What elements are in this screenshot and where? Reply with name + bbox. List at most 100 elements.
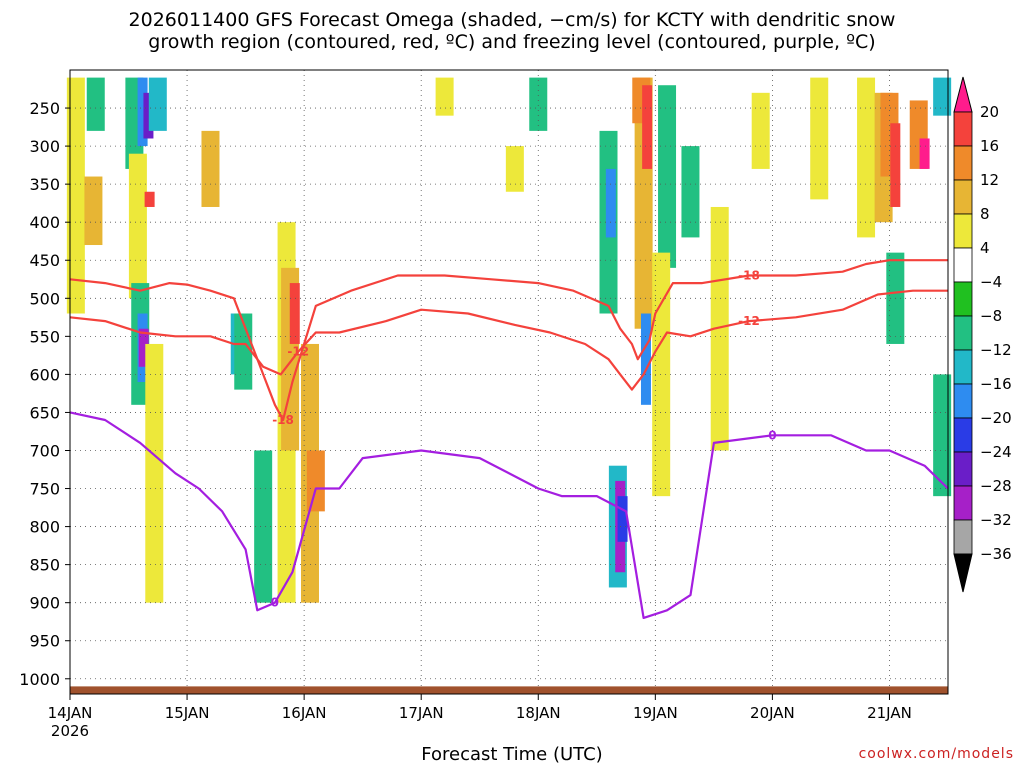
pressure-tick-label: 350 [29,175,60,194]
x-axis-title: Forecast Time (UTC) [421,744,603,765]
omega-region [143,92,154,139]
grid-lines [70,70,948,694]
pressure-tick-label: 700 [29,441,60,460]
omega-region [145,343,164,603]
colorbar-segment [953,315,973,351]
year-label: 2026 [51,722,89,740]
omega-colorbar: 20 16 12 8 4 −4 −8 −12 −16 −20 −24 −28 −32 −36 [953,76,1012,593]
omega-region [810,77,829,200]
omega-region [857,77,876,238]
colorbar-label: −28 [980,477,1012,495]
plot-frame [69,69,949,695]
omega-region [148,77,167,131]
omega-region [84,176,103,246]
contour-label: -12 [738,314,760,328]
time-tick-label: 20JAN [750,704,795,722]
pressure-tick-label: 950 [29,632,60,651]
chart-title: 2026011400 GFS Forecast Omega (shaded, −… [128,9,896,31]
colorbar-max-arrow [953,76,973,113]
time-tick-label: 19JAN [633,704,678,722]
omega-region [254,450,273,603]
pressure-tick-label: 400 [29,213,60,232]
pressure-tick-label: 900 [29,594,60,613]
colorbar-segment [953,383,973,419]
pressure-tick-label: 650 [29,403,60,422]
omega-region [617,496,628,542]
chart-subtitle: growth region (contoured, red, ºC) and f… [148,31,876,53]
ground-surface [70,686,948,694]
colorbar-label: −24 [980,443,1012,461]
omega-region [933,77,952,116]
pressure-axis: 250 300 350 400 450 500 550 600 650 700 750 800 850 9… [19,99,70,689]
colorbar-label: 8 [980,205,990,223]
pressure-tick-label: 850 [29,556,60,575]
time-tick-label: 18JAN [516,704,561,722]
colorbar-segment [953,247,973,283]
colorbar-segment [953,519,973,555]
omega-shading-layer [66,77,952,603]
colorbar-segment [953,213,973,249]
pressure-tick-label: 800 [29,518,60,537]
colorbar-segment [953,145,973,181]
omega-region [137,77,148,147]
omega-region [642,85,653,169]
omega-region [919,138,930,169]
colorbar-label: 20 [980,103,999,121]
pressure-tick-label: 550 [29,327,60,346]
colorbar-label: −4 [980,273,1002,291]
colorbar-label: 4 [980,239,990,257]
omega-region [289,283,300,344]
time-tick-label: 17JAN [399,704,444,722]
omega-region [933,374,952,497]
omega-region [652,252,671,497]
colorbar-segment [953,111,973,147]
time-axis: 14JAN 15JAN 16JAN 17JAN 18JAN 19JAN 20JAN 21JAN… [48,694,912,740]
pressure-tick-label: 300 [29,137,60,156]
colorbar-segment [953,281,973,317]
pressure-tick-label: 250 [29,99,60,118]
colorbar-segment [953,179,973,215]
omega-region [605,168,616,238]
pressure-tick-label: 750 [29,480,60,499]
time-tick-label: 14JAN [48,704,93,722]
colorbar-label: −8 [980,307,1002,325]
omega-region [66,77,85,314]
time-tick-label: 16JAN [282,704,327,722]
omega-region [640,313,651,405]
contour-label: -18 [272,413,294,427]
omega-region [710,206,729,451]
omega-region [681,146,700,238]
omega-region [435,77,454,116]
omega-region [201,130,220,207]
omega-region [890,123,901,207]
colorbar-segment [953,349,973,385]
colorbar-label: −32 [980,511,1012,529]
omega-region [128,153,147,299]
pressure-tick-label: 1000 [19,670,60,689]
omega-region [138,328,149,367]
omega-region [505,146,524,192]
contour-layer: -18 -18 -12 -12 0 0 [69,259,949,620]
colorbar-label: −36 [980,545,1012,563]
omega-region [86,77,105,131]
colorbar-segment [953,417,973,453]
omega-region [529,77,548,131]
omega-region [751,92,770,169]
contour-label: 0 [768,428,776,442]
contour-label: 0 [271,596,279,610]
contour-label: -18 [738,268,760,282]
pressure-tick-label: 600 [29,365,60,384]
contour-dgz [69,259,948,422]
colorbar-label: −12 [980,341,1012,359]
colorbar-segment [953,485,973,521]
contour-freezing-level [69,411,949,620]
colorbar-label: −20 [980,409,1012,427]
site-credit: coolwx.com/models [858,746,1014,762]
colorbar-label: 12 [980,171,999,189]
colorbar-label: 16 [980,137,999,155]
omega-region [658,85,677,268]
colorbar-segment [953,451,973,487]
pressure-tick-label: 450 [29,251,60,270]
contour-label: -12 [287,345,309,359]
